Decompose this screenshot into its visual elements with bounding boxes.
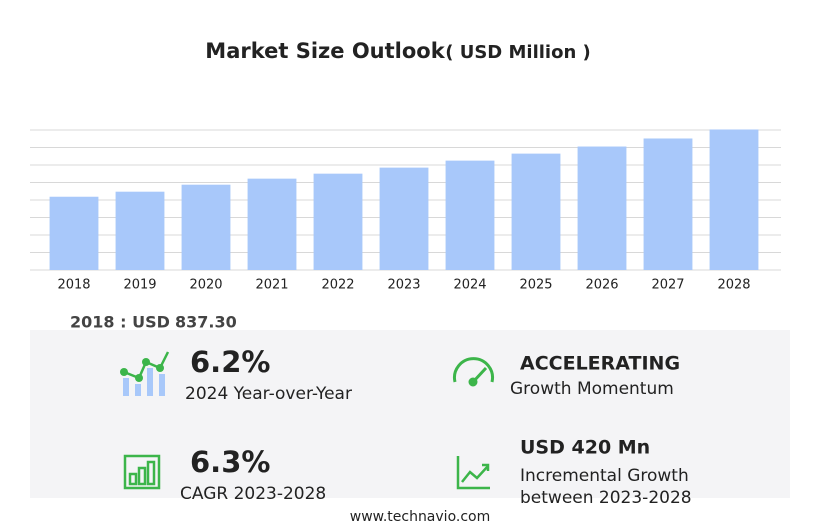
cagr-icon	[123, 454, 161, 490]
bar	[247, 178, 297, 270]
card-label: CAGR 2023-2028	[180, 484, 326, 504]
bar	[181, 184, 231, 270]
x-tick-label: 2026	[585, 278, 618, 293]
bar	[49, 196, 99, 270]
bar	[115, 191, 165, 270]
x-tick-label: 2021	[255, 278, 288, 293]
x-tick-label: 2024	[453, 278, 486, 293]
card-value: 6.3%	[190, 445, 270, 479]
x-tick-label: 2018	[57, 278, 90, 293]
x-tick-label: 2020	[189, 278, 222, 293]
yoy-icon	[120, 351, 170, 396]
summary-panel	[30, 330, 790, 498]
bar	[577, 146, 627, 270]
card-label: Incremental Growth	[520, 466, 689, 486]
base-value: 837.30	[175, 313, 237, 332]
gauge-icon	[453, 357, 494, 387]
x-tick-label: 2028	[717, 278, 750, 293]
x-tick-label: 2027	[651, 278, 684, 293]
growth-icon	[456, 456, 490, 490]
bar	[511, 153, 561, 270]
card-value: USD 420 Mn	[520, 437, 650, 459]
card-value: ACCELERATING	[520, 353, 680, 375]
footer: www.technavio.com	[350, 509, 491, 525]
bar	[445, 160, 495, 270]
bar	[643, 138, 693, 270]
chart-title: Market Size Outlook	[205, 39, 445, 63]
x-tick-label: 2019	[123, 278, 156, 293]
bar	[313, 173, 363, 270]
card-label: between 2023-2028	[520, 488, 692, 508]
x-tick-label: 2023	[387, 278, 420, 293]
bar	[379, 167, 429, 270]
bar	[709, 129, 759, 270]
card-label: Growth Momentum	[510, 379, 674, 399]
x-tick-label: 2025	[519, 278, 552, 293]
x-tick-label: 2022	[321, 278, 354, 293]
card-label: 2024 Year-over-Year	[185, 384, 352, 404]
chart-unit: ( USD Million )	[445, 42, 591, 63]
base-year: 2018 : USD	[70, 313, 170, 332]
card-value: 6.2%	[190, 345, 270, 379]
